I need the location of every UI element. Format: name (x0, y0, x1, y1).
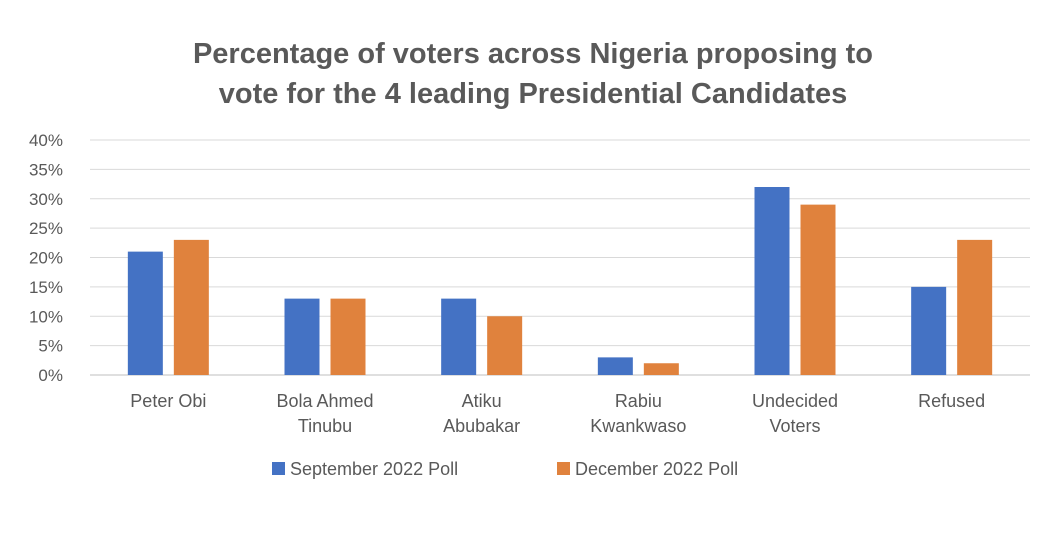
y-tick-label: 30% (29, 190, 63, 209)
y-tick-label: 25% (29, 219, 63, 238)
x-category-label: Rabiu Kwankwaso (590, 391, 686, 436)
bar-december (800, 204, 836, 375)
y-tick-label: 40% (29, 131, 63, 150)
chart-title-line-2: vote for the 4 leading Presidential Cand… (219, 78, 847, 110)
bar-december (957, 239, 993, 375)
x-category-label: Undecided Voters (752, 391, 838, 436)
bar-september (284, 298, 320, 375)
x-category-label: Peter Obi (130, 391, 206, 411)
legend: September 2022 Poll December 2022 Poll (272, 459, 738, 479)
chart-title-line-1: Percentage of voters across Nigeria prop… (193, 38, 873, 70)
y-tick-label: 5% (38, 337, 63, 356)
bar-december (330, 298, 366, 375)
x-category-label: Atiku Abubakar (443, 391, 520, 436)
legend-label: December 2022 Poll (575, 459, 738, 479)
category-labels: Peter Obi Bola Ahmed Tinubu Atiku Abubakar Ra… (130, 391, 985, 436)
bar-september (127, 251, 163, 375)
bar-september (441, 298, 477, 375)
bar-september (754, 187, 790, 375)
y-tick-label: 15% (29, 278, 63, 297)
bar-december (643, 363, 679, 375)
legend-label: September 2022 Poll (290, 459, 458, 479)
gridlines (90, 139, 1030, 376)
bar-december (173, 239, 209, 375)
y-tick-label: 20% (29, 249, 63, 268)
x-category-label: Bola Ahmed Tinubu (276, 391, 373, 436)
bar-september (911, 286, 947, 375)
x-category-label: Refused (918, 391, 985, 411)
y-tick-label: 0% (38, 366, 63, 385)
bar-september (597, 357, 633, 375)
legend-swatch (272, 462, 285, 475)
y-tick-label: 35% (29, 160, 63, 179)
y-axis-ticks: 0% 5% 10% 15% 20% 25% 30% 35% 40% (29, 131, 63, 385)
bar-december (487, 316, 523, 375)
legend-swatch (557, 462, 570, 475)
bars (127, 187, 993, 375)
y-tick-label: 10% (29, 307, 63, 326)
